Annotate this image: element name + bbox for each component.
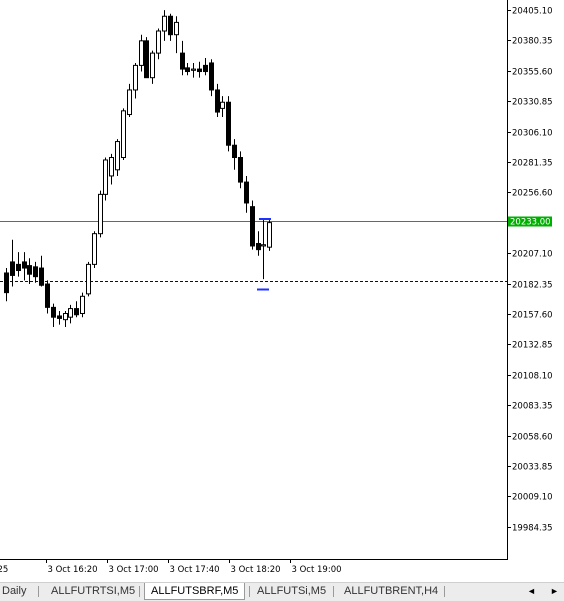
y-tick-label: 20380.35 [512,37,553,47]
y-tick-label: 20009.10 [512,493,553,503]
y-tick-label: 20355.60 [512,68,553,78]
candle-body [250,206,255,247]
candle-body [144,40,149,79]
candle-body [256,242,261,251]
candle-body [226,101,231,146]
candle-body [63,313,68,321]
y-tick-label: 20306.10 [512,129,553,139]
current-price-label: 20233.00 [510,218,551,228]
tab-allfutsbrf-m5[interactable]: ALLFUTSBRF,M5 [144,583,245,600]
candle-body [45,283,50,308]
candle-body [232,144,237,159]
candle-body [185,67,190,73]
candle-body [86,263,91,295]
y-tick-label: 20405.10 [512,7,553,17]
candle-body [209,62,214,91]
chart-canvas[interactable]: 20405.10 20380.35 20355.60 20330.85 20306.10… [0,0,564,578]
candle-body [139,40,144,66]
candle-body [39,267,44,286]
y-tick-label: 20083.35 [512,402,553,412]
current-price-tag [508,216,552,227]
candle-body [133,64,138,91]
candle-body [57,315,62,319]
candle-body [109,157,114,177]
candle-body [203,64,208,73]
candle-body [115,141,120,171]
scroll-left-arrow-icon[interactable]: ◄ [527,586,536,596]
chart-tab-bar: Daily ALLFUTRTSI,M5 ALLFUTSBRF,M5 ALLFUT… [0,582,564,601]
candle-body [103,159,108,195]
candle-body [238,157,243,183]
tab-daily[interactable]: Daily [2,585,27,597]
scroll-right-arrow-icon[interactable]: ► [550,586,559,596]
y-tick-label: 20281.35 [512,159,553,169]
candle-body [215,89,220,113]
y-tick-label: 20132.85 [512,341,553,351]
candle-body [220,101,225,109]
candle-body [80,295,85,315]
candle-body [4,272,9,294]
y-tick-label: 20108.10 [512,372,553,382]
candle-body [10,261,15,276]
candle-body [121,110,126,159]
candle-body [127,89,132,116]
x-tick-label: 3 Oct 19:00 [292,565,342,575]
y-tick-label: 20033.85 [512,463,553,473]
candle-body [92,233,97,265]
candle-body [261,244,266,247]
candle-body [180,52,185,70]
y-tick-label: 20207.10 [512,250,553,260]
tab-allfutrtsi-m5[interactable]: ALLFUTRTSI,M5 [51,585,136,597]
candle-body [16,263,21,272]
candle-body [51,306,56,318]
tab-separator [38,586,39,597]
candle-body [22,261,27,269]
candle-body [156,30,161,54]
candle-body [74,308,79,316]
candle-body [191,68,196,71]
tab-separator [333,586,334,597]
y-tick-label: 20157.60 [512,311,553,321]
candle-body [244,181,249,204]
tab-allfutbrent-h4[interactable]: ALLFUTBRENT,H4 [344,585,439,597]
tab-separator [139,586,140,597]
tab-allfutsi-m5[interactable]: ALLFUTSi,M5 [257,585,327,597]
candle-body [267,222,272,248]
x-tick-label: 3 Oct 17:00 [109,565,159,575]
candle-body [174,21,179,36]
price-chart[interactable]: 20405.10 20380.35 20355.60 20330.85 20306.10… [0,0,564,578]
candle-body [98,193,103,235]
x-tick-label: 3 Oct 17:40 [170,565,220,575]
candle-body [27,265,32,275]
candle-body [150,52,155,79]
candle-body [68,308,73,318]
candle-body [33,266,38,278]
y-tick-label: 19984.35 [512,524,553,534]
x-tick-label: 3 Oct 18:20 [231,565,281,575]
y-tick-label: 20058.60 [512,433,553,443]
candle-body [197,68,202,73]
x-tick-label: 25 [0,565,8,575]
x-tick-label: 3 Oct 16:20 [48,565,98,575]
tab-separator [249,586,250,597]
tab-separator [444,586,445,597]
candle-body [168,15,173,36]
y-tick-label: 20330.85 [512,98,553,108]
candle-body [162,15,167,32]
y-tick-label: 20182.35 [512,281,553,291]
y-tick-label: 20256.60 [512,189,553,199]
